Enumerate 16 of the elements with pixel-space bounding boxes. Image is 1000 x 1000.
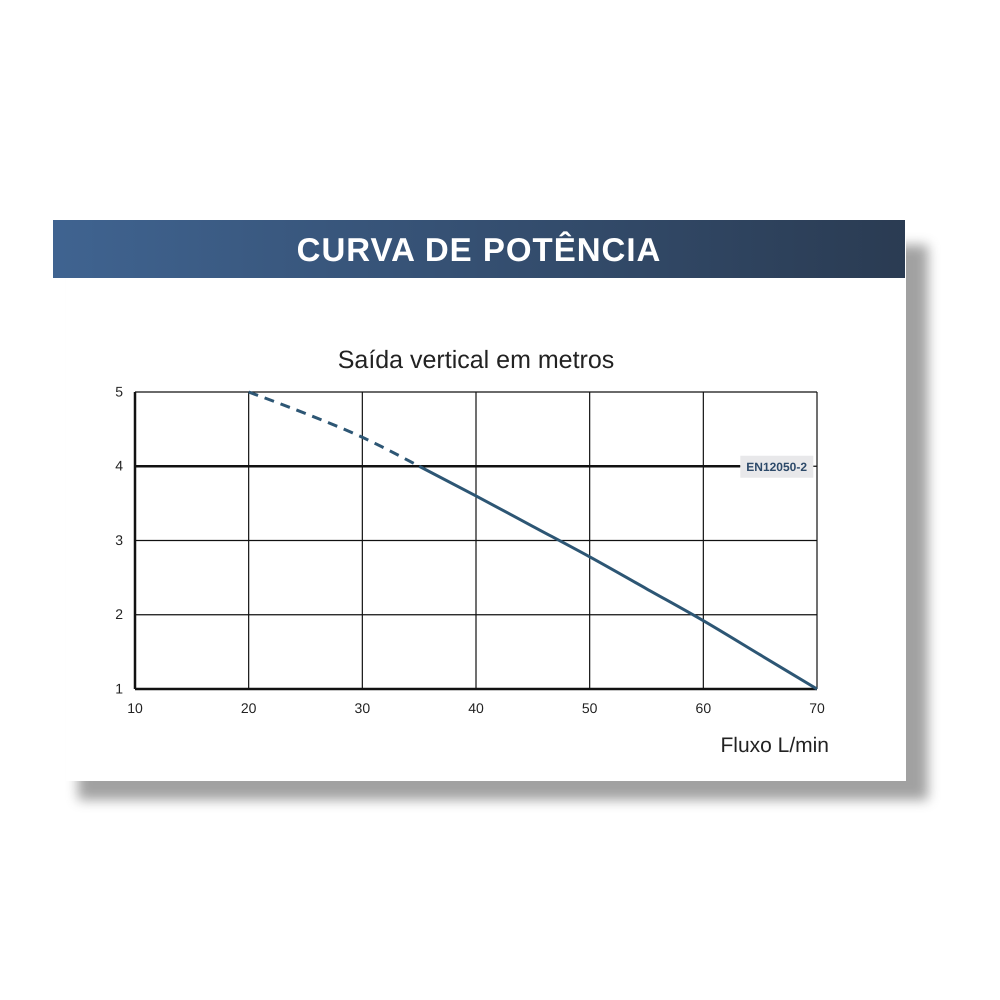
x-tick-label: 70 [809, 700, 825, 716]
chart-title: CURVA DE POTÊNCIA [296, 231, 662, 268]
ref-line-label: EN12050-2 [746, 460, 808, 474]
x-tick-label: 20 [240, 700, 257, 716]
y-tick-label: 4 [115, 458, 124, 474]
x-tick-label: 40 [468, 700, 484, 716]
y-tick-label: 1 [115, 680, 124, 696]
x-tick-label: 30 [354, 700, 370, 716]
y-tick-label: 5 [115, 383, 124, 400]
y-axis-title: Saída vertical em metros [338, 346, 614, 374]
x-tick-label: 60 [696, 700, 712, 716]
x-tick-label: 10 [127, 700, 143, 716]
x-axis-title: Fluxo L/min [720, 734, 829, 757]
x-tick-label: 50 [582, 700, 598, 716]
y-tick-label: 3 [115, 532, 124, 548]
y-tick-label: 2 [115, 606, 124, 622]
